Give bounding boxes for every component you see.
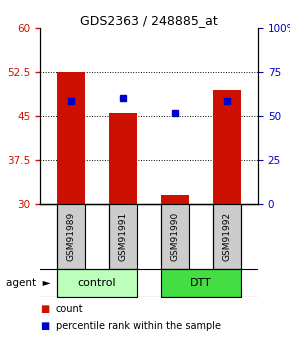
Bar — [109, 204, 137, 269]
Bar — [57, 72, 86, 204]
Text: GSM91992: GSM91992 — [222, 212, 231, 261]
Title: GDS2363 / 248885_at: GDS2363 / 248885_at — [80, 14, 218, 27]
Text: count: count — [56, 304, 84, 314]
Bar — [57, 204, 86, 269]
Text: ■: ■ — [40, 304, 49, 314]
Bar — [57, 269, 137, 297]
Text: percentile rank within the sample: percentile rank within the sample — [56, 321, 221, 331]
Bar — [161, 195, 189, 204]
Text: ■: ■ — [40, 321, 49, 331]
Bar — [161, 269, 241, 297]
Bar — [161, 204, 189, 269]
Text: GSM91991: GSM91991 — [119, 212, 128, 261]
Text: DTT: DTT — [190, 278, 212, 288]
Bar — [213, 90, 241, 204]
Text: agent  ►: agent ► — [6, 278, 50, 288]
Text: control: control — [78, 278, 116, 288]
Bar — [109, 113, 137, 204]
Text: GSM91989: GSM91989 — [67, 212, 76, 261]
Bar — [213, 204, 241, 269]
Text: GSM91990: GSM91990 — [171, 212, 180, 261]
